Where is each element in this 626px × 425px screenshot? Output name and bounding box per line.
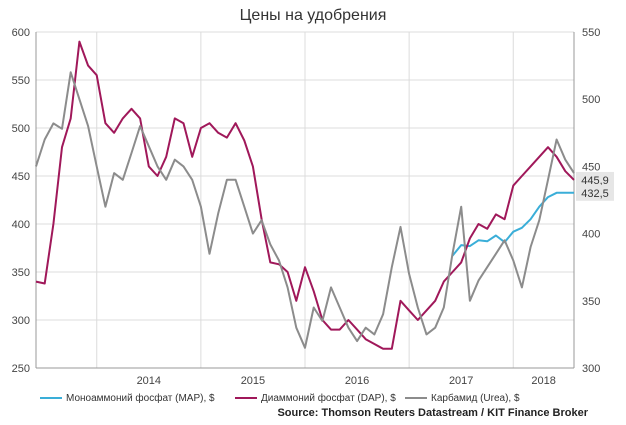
y-right-tick-label: 450 bbox=[582, 161, 600, 173]
y-left-tick-label: 350 bbox=[12, 267, 30, 279]
y-left-tick-label: 550 bbox=[12, 75, 30, 87]
axes: 250 300 350 400 450 500 550 600 300 350 400 450 500 5… bbox=[12, 27, 601, 387]
y-right-tick-label: 550 bbox=[582, 27, 600, 39]
series-line-2 bbox=[35, 71, 575, 349]
y-right-tick-label: 350 bbox=[582, 296, 600, 308]
x-tick-label: 2015 bbox=[241, 375, 265, 387]
source-note: Source: Thomson Reuters Datastream / KIT… bbox=[277, 407, 588, 419]
y-left-tick-label: 600 bbox=[12, 27, 30, 39]
y-left-tick-label: 450 bbox=[12, 171, 30, 183]
end-label-box bbox=[576, 184, 614, 201]
legend: Моноаммоний фосфат (MAP), $ Диаммоний фос… bbox=[40, 392, 520, 404]
series-line-1 bbox=[35, 40, 575, 350]
x-tick-label: 2016 bbox=[345, 375, 369, 387]
series-line-0 bbox=[451, 191, 574, 257]
end-label-box bbox=[576, 171, 614, 188]
y-left-tick-label: 400 bbox=[12, 219, 30, 231]
y-right-tick-label: 400 bbox=[582, 229, 600, 241]
y-right-tick-label: 300 bbox=[582, 363, 600, 375]
x-tick-label: 2018 bbox=[531, 375, 555, 387]
legend-label-0: Моноаммоний фосфат (MAP), $ bbox=[66, 392, 215, 404]
end-label-0: 445,9 bbox=[581, 175, 609, 187]
grid bbox=[36, 31, 574, 368]
y-left-tick-label: 500 bbox=[12, 123, 30, 135]
end-label-1: 432,5 bbox=[581, 188, 609, 200]
legend-label-1: Диаммоний фосфат (DAP), $ bbox=[261, 392, 396, 404]
y-right-tick-label: 500 bbox=[582, 94, 600, 106]
x-tick-label: 2017 bbox=[449, 375, 473, 387]
y-left-tick-label: 250 bbox=[12, 363, 30, 375]
chart-title: Цены на удобрения bbox=[240, 7, 387, 24]
legend-label-2: Карбамид (Urea), $ bbox=[431, 392, 520, 404]
y-left-tick-label: 300 bbox=[12, 315, 30, 327]
x-tick-label: 2014 bbox=[137, 375, 161, 387]
series-lines bbox=[35, 40, 575, 350]
